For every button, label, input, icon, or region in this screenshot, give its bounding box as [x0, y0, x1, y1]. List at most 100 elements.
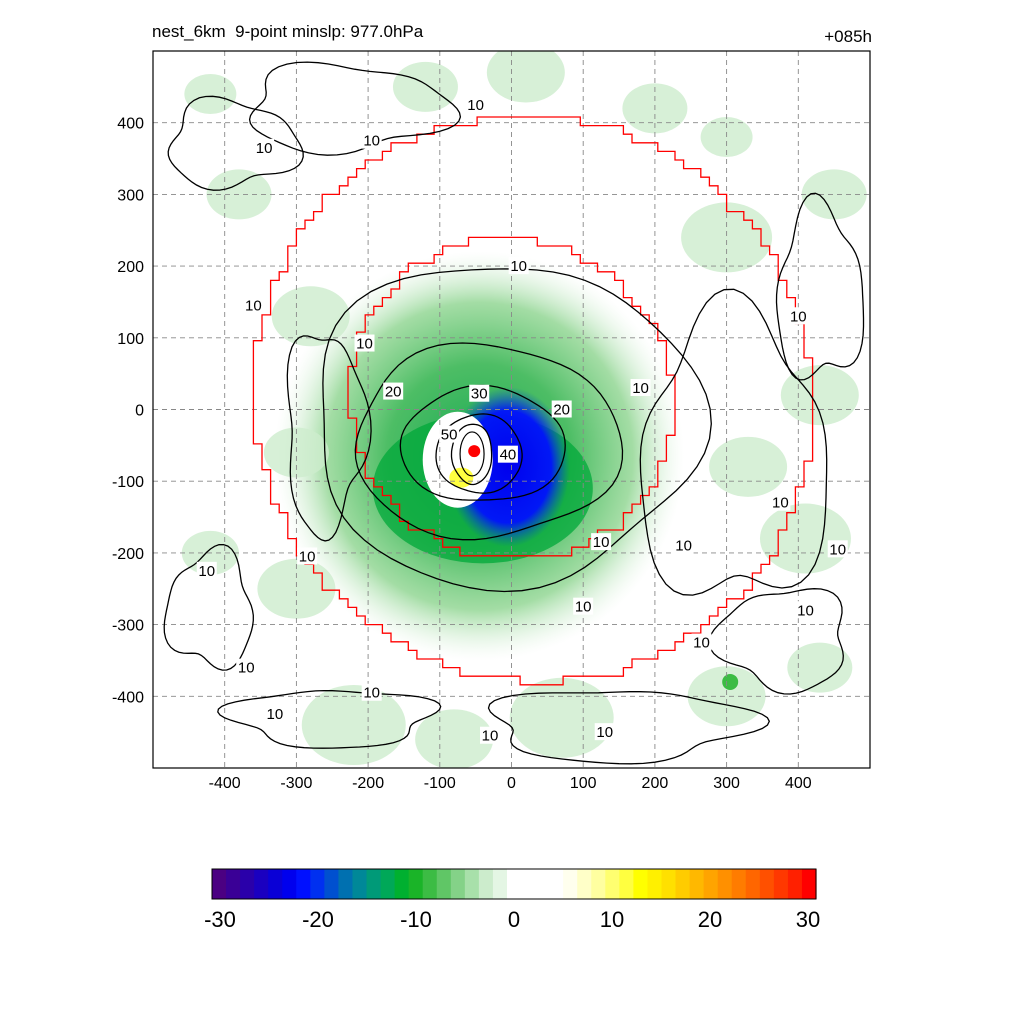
light-green-patch [392, 61, 458, 112]
contour-10-outer [775, 192, 865, 381]
y-tick-label: -400 [112, 689, 144, 706]
colorbar-frame [211, 868, 817, 900]
contour-label: 10 [596, 724, 613, 741]
colorbar-swatch [506, 869, 522, 899]
contour-label-bg [383, 382, 404, 400]
contour-inner [459, 431, 485, 477]
colorbar-swatch [478, 869, 494, 899]
x-tick-label: 400 [785, 775, 812, 792]
contour-label: 10 [593, 534, 610, 551]
contour-label: 10 [467, 97, 484, 114]
light-green-patch [509, 677, 614, 758]
contour-label-bg [591, 533, 612, 551]
contour-10-outer [163, 543, 254, 671]
colorbar-swatch [254, 869, 269, 899]
light-green-patch [700, 117, 753, 158]
x-tick-label: -100 [424, 775, 456, 792]
storm-center-dot [468, 445, 481, 458]
contour-label: 40 [500, 447, 517, 464]
colorbar-swatch [633, 869, 649, 899]
contour-label: 10 [693, 635, 710, 652]
colorbar-swatch [366, 869, 382, 899]
colorbar-swatch [268, 869, 283, 899]
light-green-patch [184, 74, 237, 115]
contour-label: 50 [441, 427, 458, 444]
contour-label: 10 [356, 336, 373, 353]
contour-label-bg [497, 445, 518, 463]
contour-labels: 10 10 10 10 10 10 10 10 10 10 10 10 10 10 10 10 10 10 10 10… [196, 95, 848, 745]
contour-label: 10 [632, 380, 649, 397]
x-tick-label: 300 [713, 775, 740, 792]
colorbar-swatch [521, 869, 536, 899]
colorbar-swatch [535, 869, 550, 899]
contour-30 [399, 384, 566, 501]
y-tick-label: -100 [112, 474, 144, 491]
colorbar-tick-labels: -30 -20 -10 0 10 20 30 [204, 907, 820, 932]
colorbar-swatch [310, 869, 325, 899]
colorbar-swatch [394, 869, 410, 899]
colorbar-swatch [661, 869, 677, 899]
contour-label: 10 [510, 258, 527, 275]
contour-label-bg [795, 601, 816, 619]
contour-label: 10 [256, 140, 273, 157]
x-tick-label: -200 [352, 775, 384, 792]
contour-label-bg [788, 307, 809, 325]
colorbar-tick-label: 10 [600, 907, 624, 932]
contour-label-bg [673, 536, 694, 554]
y-tick-label: 200 [117, 259, 144, 276]
contour-label-bg [551, 400, 572, 418]
light-green-patch [257, 558, 336, 619]
colorbar-swatch [464, 869, 480, 899]
colorbar-swatch [408, 869, 424, 899]
colorbar-swatch [773, 869, 789, 899]
contour-label: 10 [245, 298, 262, 315]
green-spot [722, 673, 739, 690]
contour-label: 10 [299, 548, 316, 565]
plot-frame [152, 50, 871, 769]
light-green-patch [415, 709, 494, 768]
contour-label-bg [465, 95, 486, 113]
x-axis: -400 -300 -200 -100 0 100 200 300 400 [209, 775, 812, 792]
contour-label-bg [297, 547, 318, 565]
contour-10-outer [639, 288, 828, 596]
contour-label-bg [439, 425, 460, 443]
contour-label: 10 [267, 706, 284, 723]
y-tick-label: 100 [117, 331, 144, 348]
contour-label: 10 [363, 685, 380, 702]
x-tick-label: 0 [507, 775, 516, 792]
contour-label: 10 [363, 133, 380, 150]
contour-label: 10 [772, 495, 789, 512]
colorbar-swatch [324, 869, 340, 899]
contour-label-bg [630, 378, 651, 396]
light-green-patch [301, 684, 406, 765]
colorbar-tick-label: -30 [204, 907, 236, 932]
colorbar-swatch [731, 869, 747, 899]
colorbar-swatch [492, 869, 508, 899]
contour-label-bg [594, 723, 615, 741]
colorbar-swatch [647, 869, 663, 899]
contour-label-bg [691, 633, 712, 651]
contour-label-bg [243, 296, 264, 314]
contour-label-bg [264, 705, 285, 723]
contour-10-outer [286, 335, 372, 542]
light-green-patch [263, 427, 329, 478]
colorbar-swatch [549, 869, 564, 899]
contour-label: 10 [238, 660, 255, 677]
contour-label-bg [354, 334, 375, 352]
contour-label-bg [508, 257, 529, 275]
light-green-patch [271, 286, 350, 347]
light-green-patch [787, 642, 853, 693]
contour-label: 10 [482, 728, 499, 745]
outer-nest-boundary [252, 116, 814, 686]
colorbar-swatch [338, 869, 354, 899]
colorbar [211, 868, 817, 900]
x-tick-label: -300 [280, 775, 312, 792]
colorbar-swatch [563, 869, 578, 899]
contour-label-bg [827, 540, 848, 558]
x-tick-label: 100 [570, 775, 597, 792]
colorbar-swatch [282, 869, 297, 899]
plot-title: nest_6km 9-point minslp: 977.0hPa [152, 22, 424, 41]
contour-label-bg [196, 561, 217, 579]
contour-10-outer [167, 95, 304, 191]
